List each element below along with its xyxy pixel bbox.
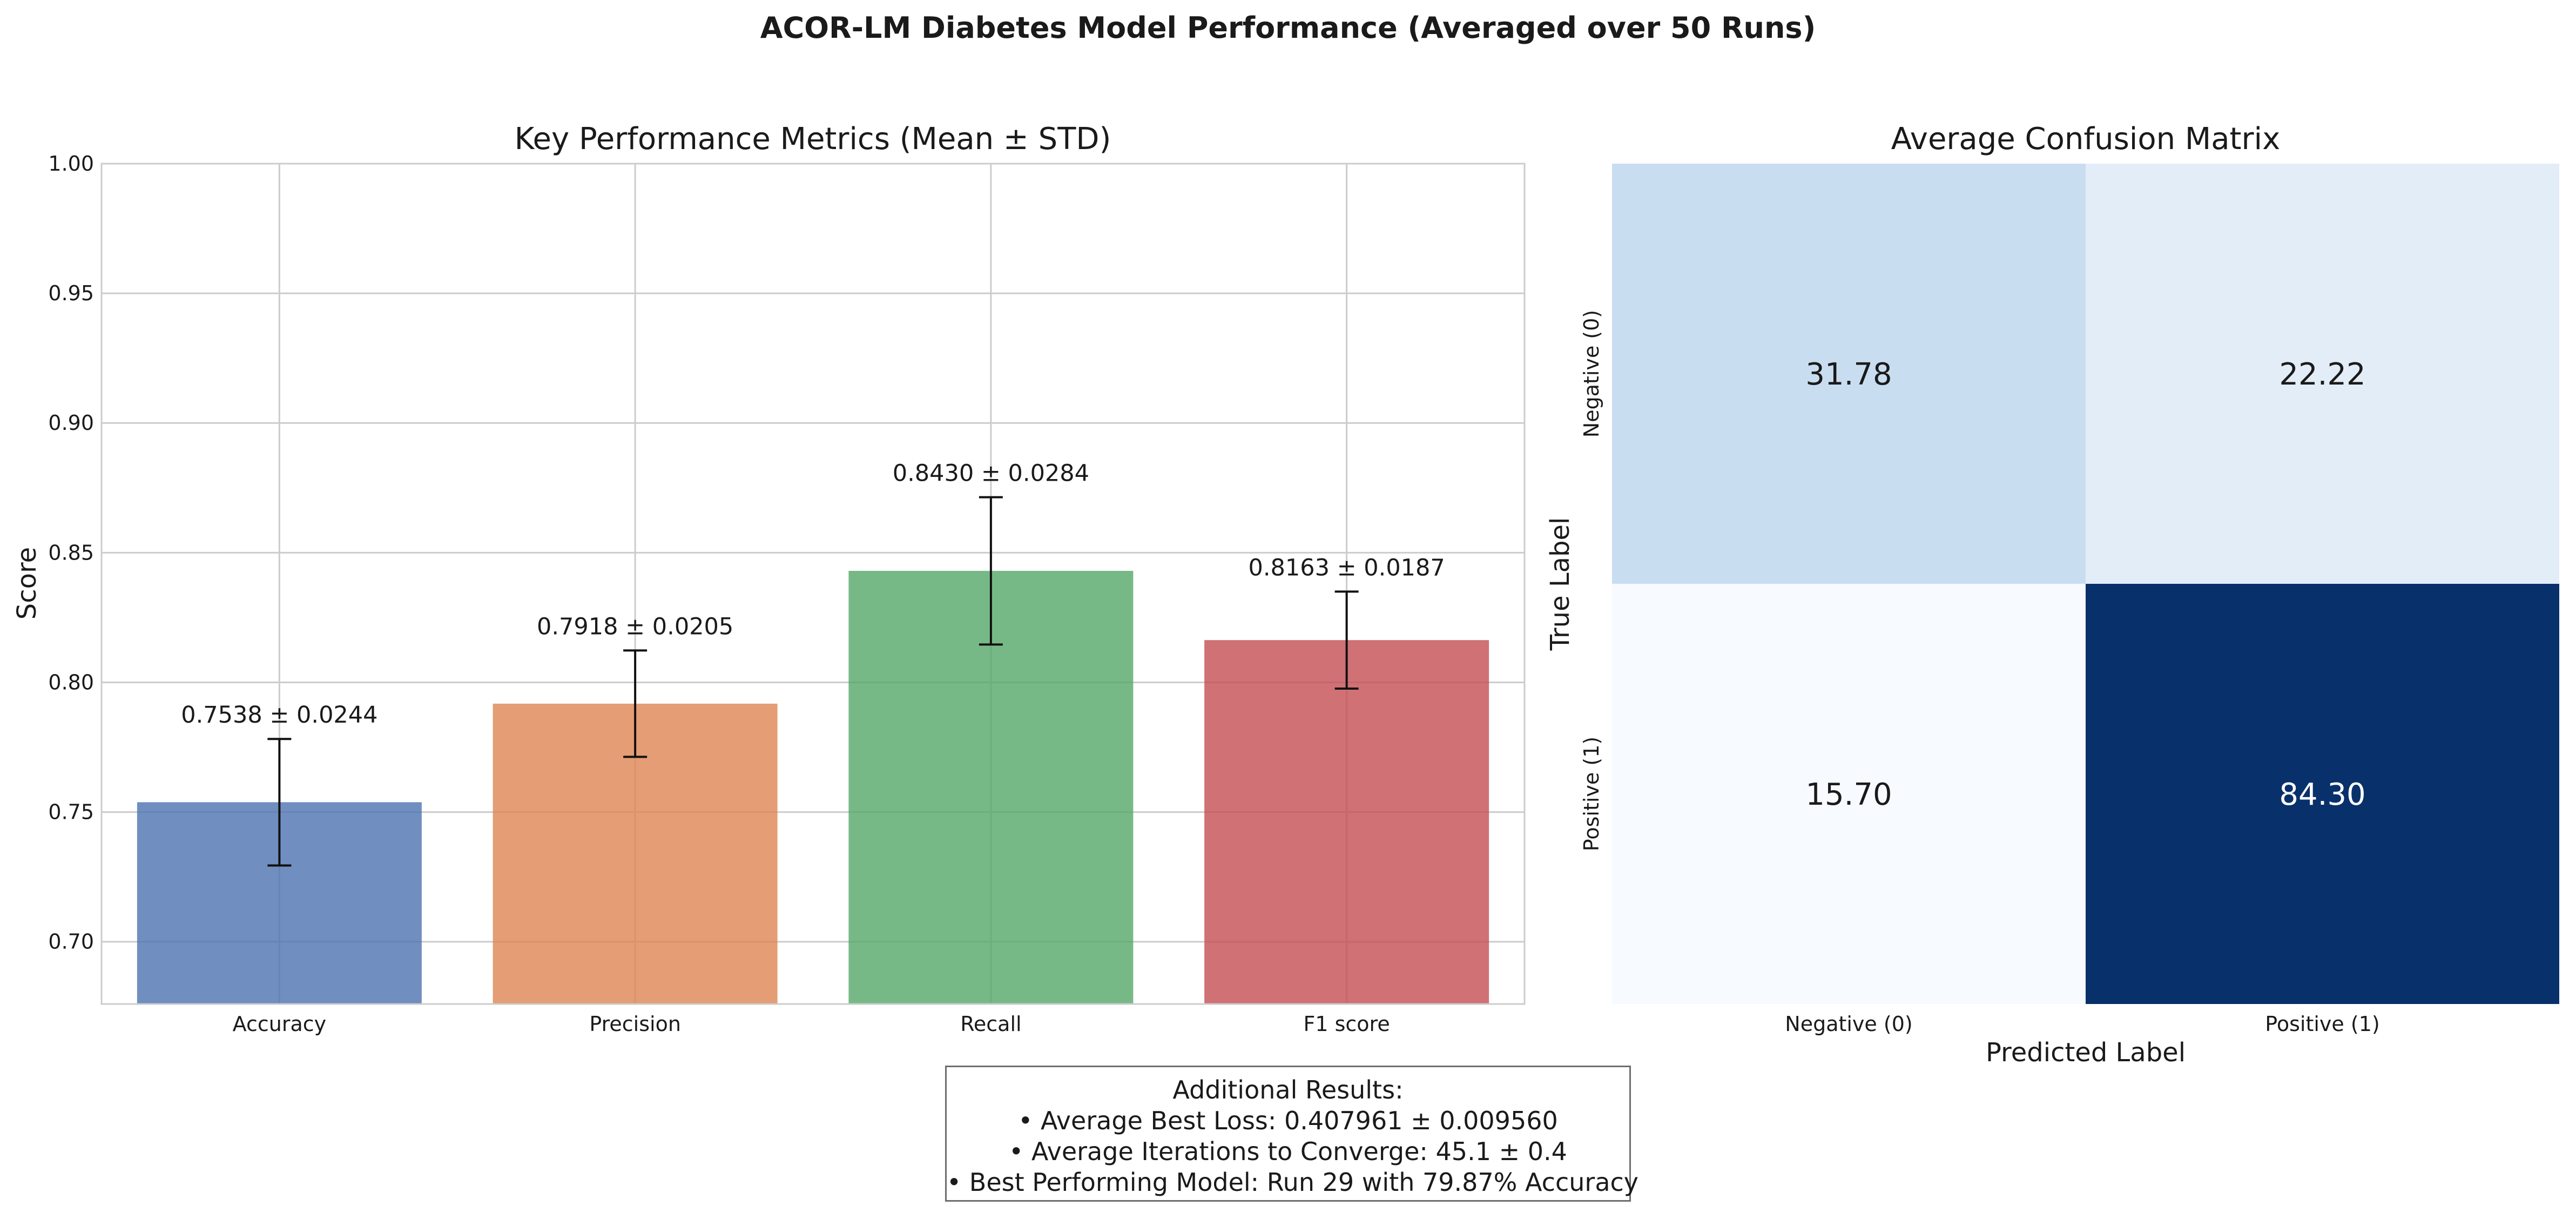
x-tick-label: Precision (589, 1012, 681, 1036)
bar-value-label: 0.7918 ± 0.0205 (537, 613, 733, 640)
heatmap-cell (1612, 584, 2086, 1004)
y-tick-label: 0.90 (48, 411, 94, 435)
heatmap-cell (2086, 164, 2559, 584)
heatmap-cell-value: 15.70 (1805, 777, 1892, 812)
heatmap-y-tick-label: Negative (0) (1580, 310, 1603, 437)
bar-value-label: 0.7538 ± 0.0244 (181, 702, 377, 729)
bar-chart-title: Key Performance Metrics (Mean ± STD) (515, 122, 1111, 157)
bar-value-label: 0.8430 ± 0.0284 (893, 460, 1089, 487)
bar-marks: 0.7538 ± 0.0244 0.7918 ± 0.0205 0.8430 ± 0… (137, 460, 1489, 1004)
y-tick-label: 0.75 (48, 800, 94, 824)
y-axis-label: Score (12, 547, 42, 619)
y-tick-label: 0.85 (48, 541, 94, 564)
figure-title: ACOR-LM Diabetes Model Performance (Aver… (760, 11, 1816, 45)
x-tick-label: Recall (960, 1012, 1021, 1036)
heatmap-cell-value: 84.30 (2279, 777, 2365, 812)
bar-chart: Key Performance Metrics (Mean ± STD) 0.7… (12, 122, 1526, 1036)
results-line-best-model: • Best Performing Model: Run 29 with 79.… (947, 1168, 1639, 1197)
heatmap-cell (1612, 164, 2086, 584)
heatmap-x-label: Predicted Label (1986, 1037, 2186, 1068)
x-tick-label: F1 score (1304, 1012, 1390, 1036)
heatmap-y-ticks: Negative (0) Positive (1) (1580, 310, 1603, 851)
y-tick-label: 0.80 (48, 670, 94, 694)
y-tick-label: 1.00 (48, 152, 94, 176)
bar-plot-frame (100, 163, 1526, 1005)
y-axis-ticks: 0.70 0.75 0.80 0.85 0.90 0.95 1.00 (48, 152, 94, 954)
heatmap-y-label: True Label (1545, 517, 1575, 651)
y-tick-label: 0.95 (48, 281, 94, 305)
heatmap-cell (2086, 584, 2559, 1004)
bar-value-label: 0.8163 ± 0.0187 (1248, 554, 1445, 581)
heatmap-x-tick-label: Negative (0) (1785, 1012, 1912, 1036)
results-line-loss: • Average Best Loss: 0.407961 ± 0.009560 (1018, 1106, 1558, 1135)
results-line-iterations: • Average Iterations to Converge: 45.1 ±… (1009, 1137, 1567, 1166)
heatmap-x-tick-label: Positive (1) (2265, 1012, 2379, 1036)
y-tick-label: 0.70 (48, 930, 94, 954)
additional-results-box: Additional Results: • Average Best Loss:… (945, 1066, 1639, 1202)
heatmap-x-ticks: Negative (0) Positive (1) (1785, 1012, 2379, 1036)
results-heading: Additional Results: (1172, 1075, 1404, 1104)
heatmap-cell-value: 22.22 (2279, 357, 2365, 392)
heatmap-title: Average Confusion Matrix (1891, 122, 2280, 157)
x-axis-ticks: Accuracy Precision Recall F1 score (233, 1012, 1390, 1036)
x-tick-label: Accuracy (233, 1012, 327, 1036)
confusion-matrix: Average Confusion Matrix 31.78 22.22 15.70… (1545, 122, 2559, 1068)
heatmap-cells: 31.78 22.22 15.70 84.30 (1612, 164, 2559, 1004)
heatmap-y-tick-label: Positive (1) (1580, 737, 1603, 851)
bar-f1-score (1204, 640, 1489, 1004)
heatmap-cell-value: 31.78 (1805, 357, 1892, 392)
